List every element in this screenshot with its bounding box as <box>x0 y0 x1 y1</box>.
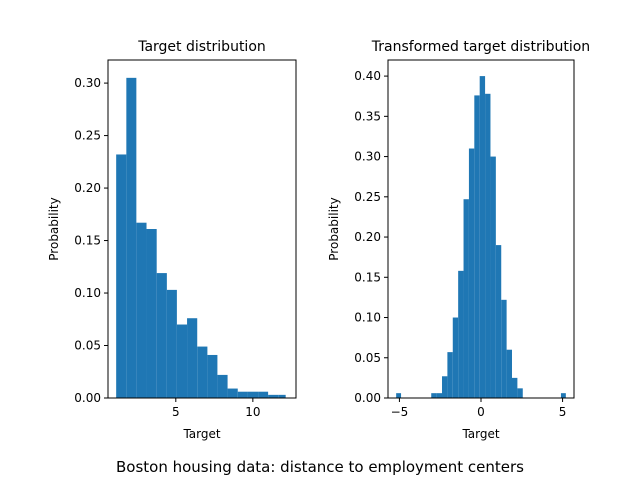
y-tick-label: 0.00 <box>74 391 101 405</box>
y-tick-label: 0.05 <box>74 339 101 353</box>
histogram-bar <box>501 299 507 398</box>
chart-title: Transformed target distribution <box>371 39 590 55</box>
x-axis-label: Target <box>182 427 220 441</box>
histogram-panel-1: 0.00 0.05 0.10 0.15 0.20 0.25 0.30 5 10 Target di… <box>47 39 297 441</box>
histogram-panel-2: 0.00 0.05 0.10 0.15 0.20 0.25 0.30 0.35 0.40 −5 0 5… <box>327 39 590 441</box>
histogram-bar <box>146 229 157 398</box>
histogram-bar <box>468 148 475 398</box>
y-axis-label: Probability <box>47 197 61 260</box>
y-tick-label: 0.20 <box>354 230 381 244</box>
y-tick-label: 0.35 <box>354 109 381 123</box>
histogram-bar <box>197 346 208 398</box>
figure-suptitle: Boston housing data: distance to employm… <box>115 458 524 476</box>
histogram-bar <box>207 354 218 398</box>
histogram-bar <box>217 374 228 398</box>
y-tick-label: 0.00 <box>354 391 381 405</box>
y-tick-label: 0.20 <box>74 181 101 195</box>
histogram-bar <box>116 154 127 398</box>
y-tick-label: 0.15 <box>74 234 101 248</box>
y-tick-label: 0.30 <box>354 150 381 164</box>
histogram-bar <box>463 199 469 398</box>
histogram-bar <box>237 391 248 398</box>
histogram-bar <box>187 318 198 398</box>
y-tick-label: 0.15 <box>354 270 381 284</box>
histogram-bar <box>156 273 167 398</box>
y-tick-label: 0.10 <box>354 311 381 325</box>
x-axis-label: Target <box>461 427 499 441</box>
y-tick-label: 0.30 <box>74 76 101 90</box>
histogram-bar <box>247 391 259 398</box>
histogram-bar <box>396 393 402 398</box>
histogram-bar <box>495 245 502 398</box>
histogram-bar <box>166 289 177 398</box>
histogram-bar <box>268 394 279 398</box>
y-tick-label: 0.10 <box>74 286 101 300</box>
histogram-bar <box>474 95 480 399</box>
histogram-bar <box>452 317 459 398</box>
histogram-bar <box>436 393 443 398</box>
histogram-bar <box>560 393 566 398</box>
y-tick-label: 0.25 <box>354 190 381 204</box>
histogram-bar <box>431 393 437 398</box>
histogram-bar <box>490 156 496 398</box>
y-tick-label: 0.05 <box>354 351 381 365</box>
x-tick-label: 5 <box>172 405 180 419</box>
histogram-bar <box>126 77 137 398</box>
axes-frame <box>107 59 297 399</box>
histogram-bar <box>512 377 518 398</box>
histogram-bar <box>458 270 464 398</box>
y-tick-label: 0.40 <box>354 69 381 83</box>
histogram-bar <box>136 222 147 398</box>
histogram-bar <box>442 376 448 398</box>
y-tick-label: 0.25 <box>74 129 101 143</box>
chart-title: Target distribution <box>137 39 266 55</box>
histogram-bar <box>176 324 188 398</box>
x-tick-label: 10 <box>245 405 260 419</box>
x-tick-label: 0 <box>477 405 485 419</box>
histogram-bar <box>278 394 286 398</box>
x-tick-label: −5 <box>391 405 409 419</box>
histogram-bar <box>258 391 269 398</box>
y-axis-label: Probability <box>327 197 341 260</box>
histogram-bar <box>517 388 523 398</box>
histogram-bar <box>506 349 512 398</box>
histogram-bar <box>485 93 491 399</box>
histogram-bar <box>479 76 486 398</box>
histogram-bar <box>447 352 453 398</box>
x-tick-label: 5 <box>559 405 567 419</box>
histogram-bar <box>227 388 238 398</box>
